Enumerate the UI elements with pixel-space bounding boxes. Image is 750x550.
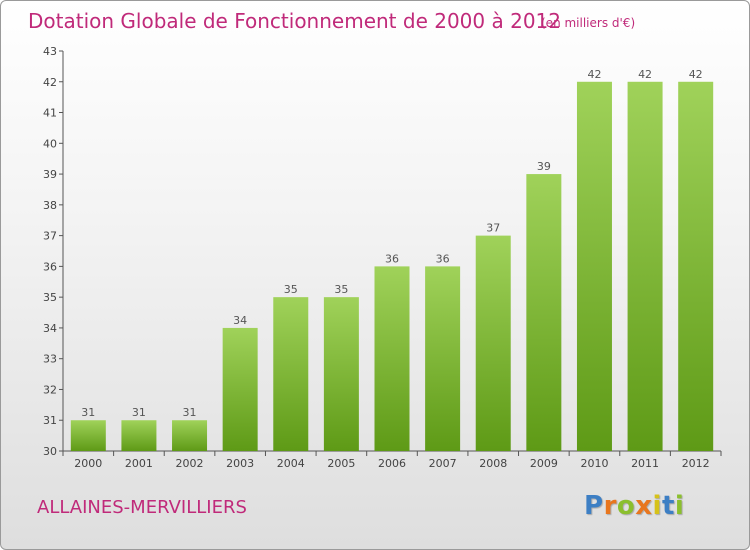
logo-letter: i [652, 491, 662, 521]
x-tick-label: 2010 [580, 457, 608, 470]
logo-letter: r [603, 491, 617, 521]
y-tick-label: 35 [43, 291, 57, 304]
bar-2009 [526, 174, 562, 452]
bar-value-label: 42 [587, 68, 601, 81]
bar-value-label: 35 [284, 283, 298, 296]
bar-2006 [374, 266, 410, 451]
bar-2002 [172, 420, 208, 451]
bar-value-label: 42 [638, 68, 652, 81]
y-tick-label: 33 [43, 353, 57, 366]
y-tick-label: 38 [43, 199, 57, 212]
y-tick-label: 36 [43, 260, 57, 273]
logo-letter: P [584, 491, 604, 521]
bar-value-label: 39 [537, 160, 551, 173]
bar-2001 [121, 420, 157, 451]
logo-letter: i [674, 491, 685, 521]
x-tick-label: 2005 [327, 457, 355, 470]
y-tick-label: 34 [43, 322, 57, 335]
x-tick-label: 2006 [378, 457, 406, 470]
x-tick-label: 2012 [682, 457, 710, 470]
y-tick-label: 30 [43, 445, 57, 458]
x-tick-label: 2003 [226, 457, 254, 470]
bar-2010 [576, 81, 612, 452]
x-tick-label: 2007 [429, 457, 457, 470]
bar-value-label: 36 [436, 252, 450, 265]
bar-value-label: 34 [233, 314, 247, 327]
x-tick-label: 2002 [176, 457, 204, 470]
bar-2008 [475, 235, 511, 451]
bar-2005 [323, 297, 359, 451]
bar-2004 [273, 297, 309, 451]
bar-2011 [627, 81, 663, 452]
bar-value-label: 37 [486, 222, 500, 235]
x-tick-label: 2000 [74, 457, 102, 470]
bar-value-label: 31 [183, 406, 197, 419]
bar-value-label: 35 [334, 283, 348, 296]
chart-title: Dotation Globale de Fonctionnement de 20… [28, 9, 561, 33]
logo-letter: t [661, 491, 675, 521]
bar-value-label: 36 [385, 252, 399, 265]
x-tick-label: 2011 [631, 457, 659, 470]
y-tick-label: 40 [43, 137, 57, 150]
bar-value-label: 31 [81, 406, 95, 419]
y-tick-label: 41 [43, 107, 57, 120]
y-tick-label: 39 [43, 168, 57, 181]
y-tick-label: 31 [43, 414, 57, 427]
y-tick-label: 42 [43, 76, 57, 89]
y-tick-label: 43 [43, 45, 57, 58]
x-tick-label: 2009 [530, 457, 558, 470]
bar-value-label: 31 [132, 406, 146, 419]
x-tick-label: 2008 [479, 457, 507, 470]
bar-2000 [70, 420, 106, 451]
commune-name: ALLAINES-MERVILLIERS [37, 497, 247, 518]
x-tick-label: 2001 [125, 457, 153, 470]
bar-2007 [425, 266, 461, 451]
x-tick-label: 2004 [277, 457, 305, 470]
chart-unit-label: (en milliers d'€) [541, 16, 636, 30]
bar-value-label: 42 [689, 68, 703, 81]
proxiti-logo[interactable]: Proxiti [584, 491, 684, 521]
chart-bars: 31 31 31 34 35 35 36 36 37 39 42 42 42 [70, 68, 714, 452]
chart-axes: 30 31 32 33 34 35 36 37 38 39 40 41 42 43 2000 2001 2002… [43, 45, 722, 470]
bar-2012 [678, 81, 714, 452]
bar-2003 [222, 327, 258, 451]
logo-letter: x [635, 491, 653, 521]
y-tick-label: 37 [43, 230, 57, 243]
y-tick-label: 32 [43, 383, 57, 396]
logo-letter: o [616, 491, 636, 521]
